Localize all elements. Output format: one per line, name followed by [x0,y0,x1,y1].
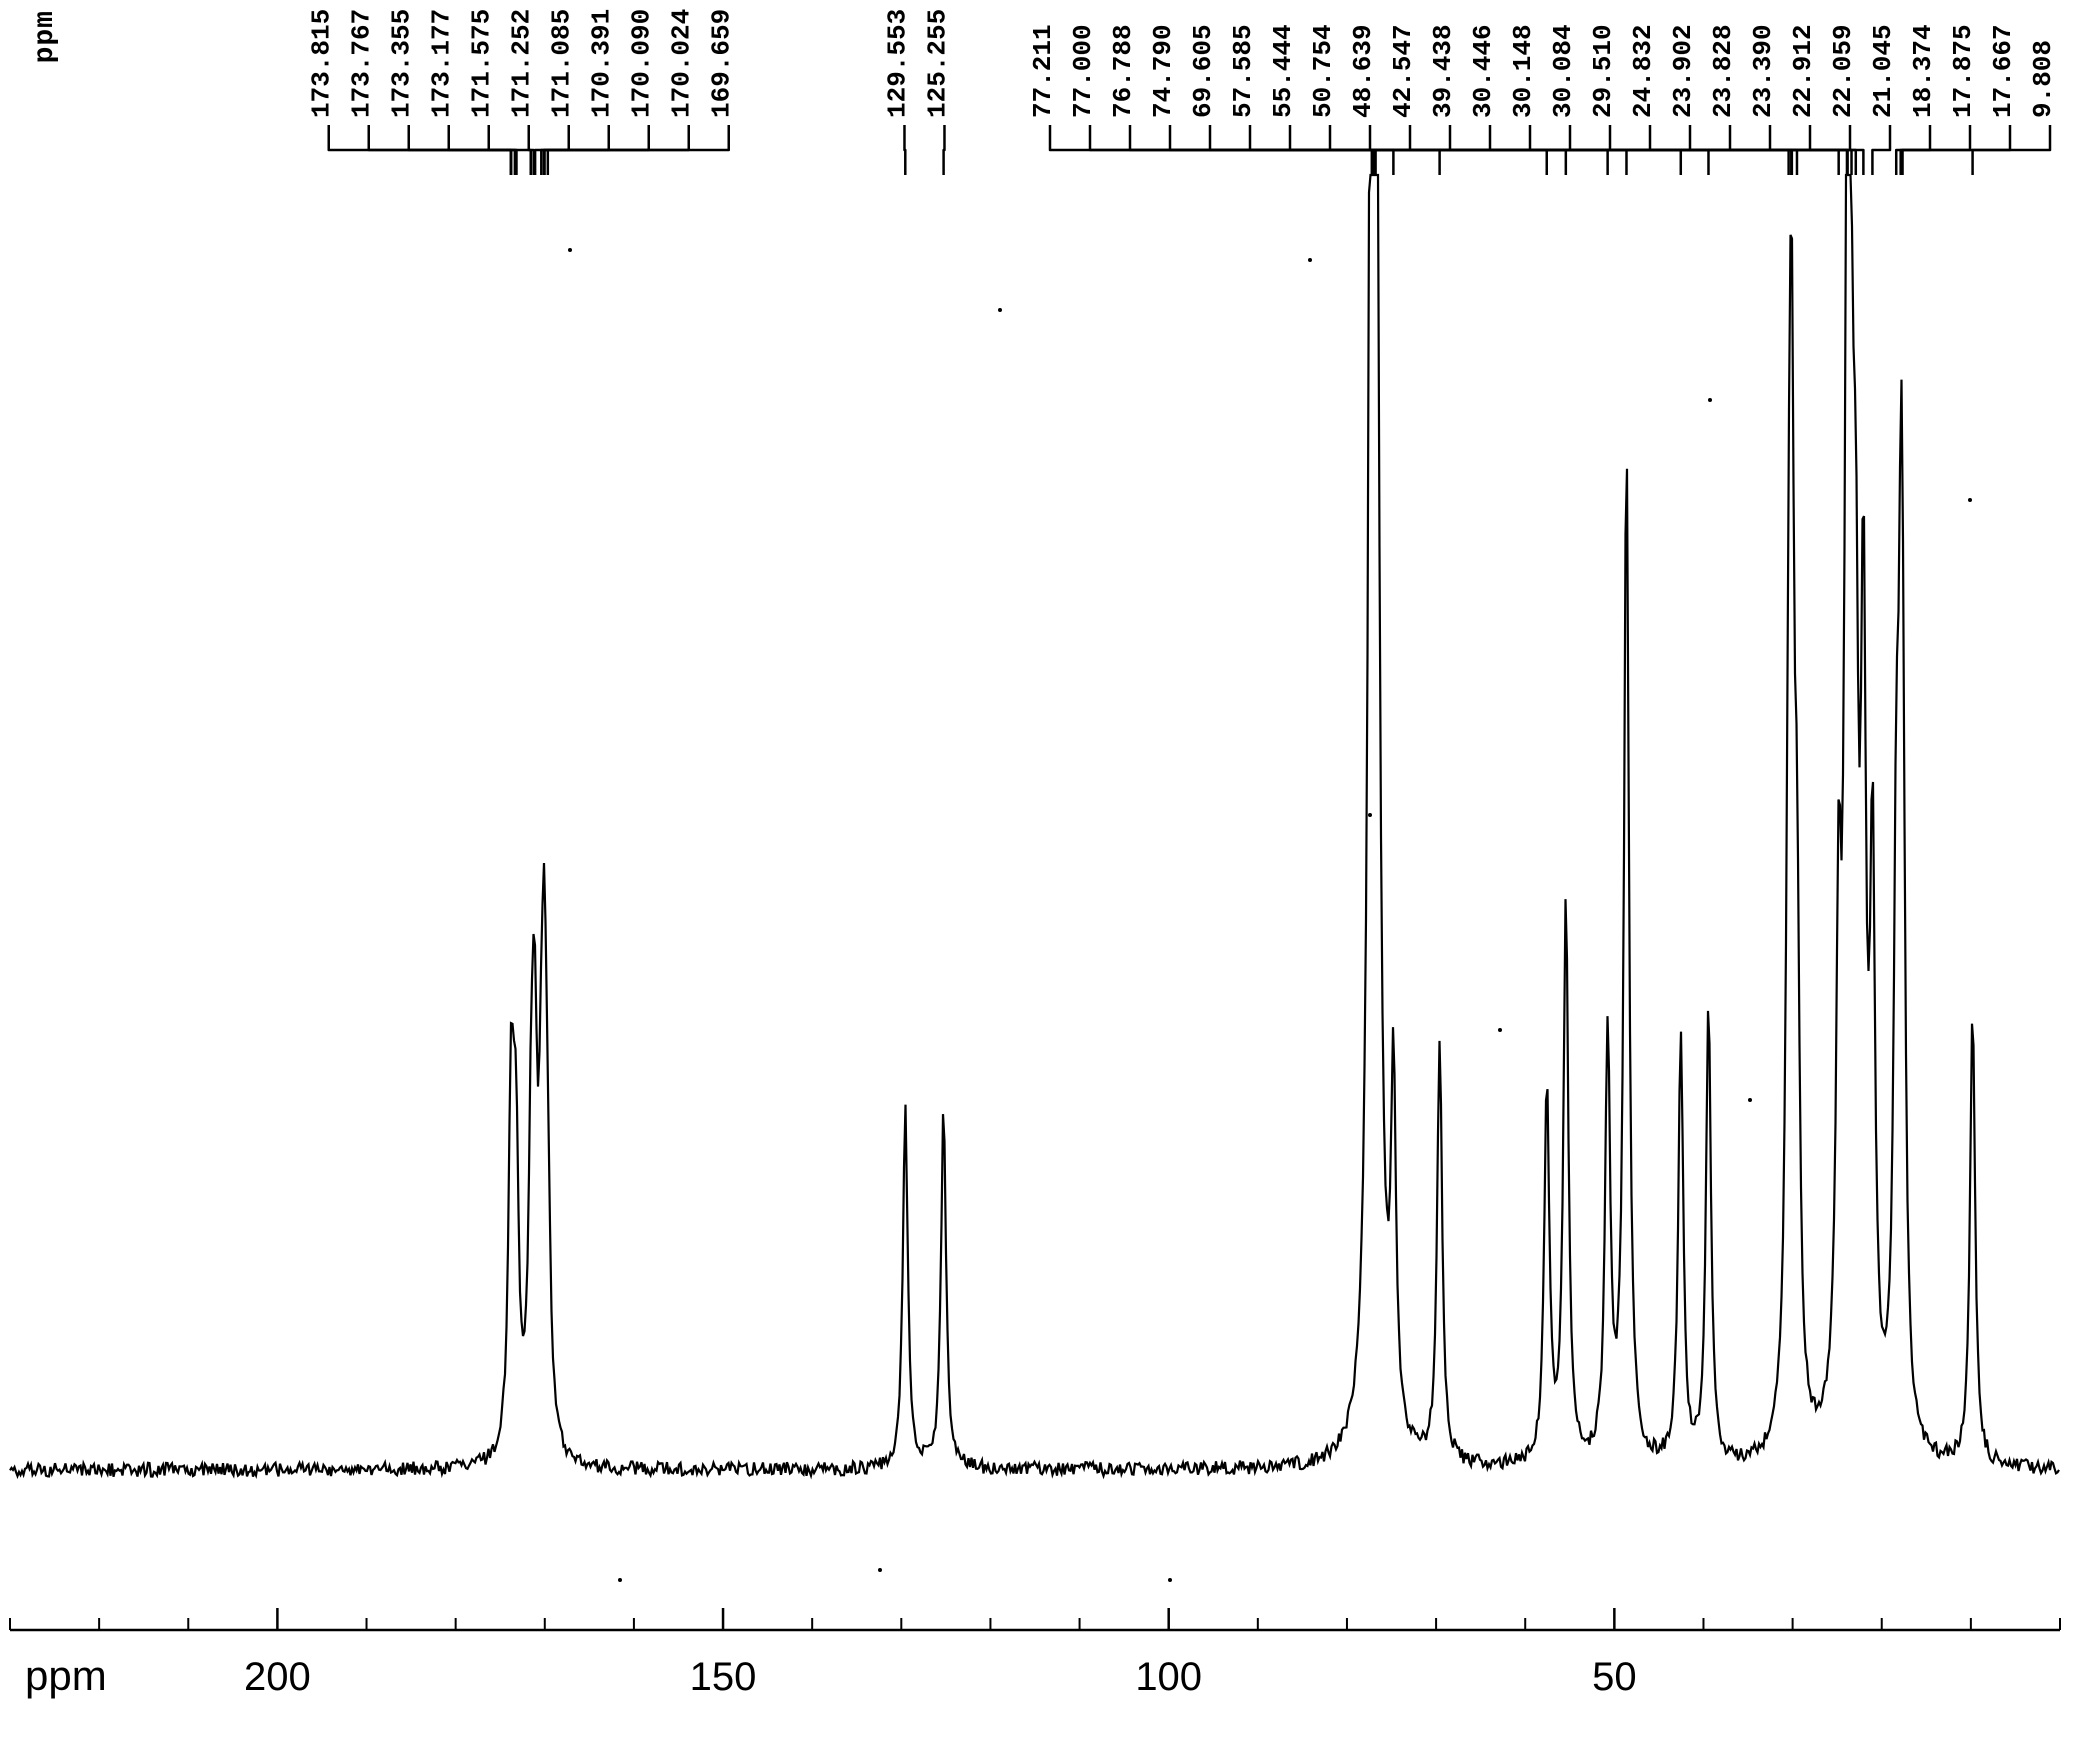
peak-ppm-label: 173.355 [387,9,417,118]
peak-ppm-label: 69.605 [1188,24,1218,118]
peak-ppm-label: 24.832 [1628,24,1658,118]
peak-ppm-label: 173.815 [307,9,337,118]
peak-ppm-label: 171.085 [547,9,577,118]
x-axis-unit: ppm [25,1652,107,1699]
artefact-dot [1368,813,1372,817]
peak-ppm-label: 173.177 [427,9,457,118]
peak-ppm-label: 18.374 [1908,24,1938,118]
peak-ppm-label: 29.510 [1588,24,1618,118]
peak-ppm-label: 125.255 [922,9,952,118]
peak-ppm-label: 170.090 [627,9,657,118]
peak-ppm-label: 173.767 [347,9,377,118]
peak-ppm-label: 171.575 [467,9,497,118]
peak-ppm-label: 171.252 [507,9,537,118]
peak-ppm-label: 17.875 [1948,24,1978,118]
artefact-dot [998,308,1002,312]
peak-ppm-label: 42.547 [1388,24,1418,118]
peak-ppm-label: 22.912 [1788,24,1818,118]
spectrum-svg: 173.815 173.767 173.355 173.177 171.575 171.2… [0,0,2074,1757]
peak-label-bracket [944,125,945,175]
peak-ppm-label: 170.391 [587,9,617,118]
x-tick-label: 100 [1135,1655,1202,1699]
artefact-dot [878,1568,882,1572]
artefact-dot [1748,1098,1752,1102]
peak-ppm-label: 55.444 [1268,24,1298,118]
artefact-dot [568,248,572,252]
peak-ppm-label: 76.788 [1108,24,1138,118]
artefact-dot [618,1578,622,1582]
peak-label-bracket [1872,125,1890,175]
x-tick-label: 150 [690,1655,757,1699]
peak-ppm-label: 170.024 [667,9,697,118]
peak-ppm-label: 169.659 [707,9,737,118]
peak-ppm-label: 77.211 [1028,24,1058,118]
peak-ppm-label: 77.000 [1068,24,1098,118]
peak-ppm-label: 57.585 [1228,24,1258,118]
peak-ppm-label: 129.553 [882,9,912,118]
peak-ppm-label: 23.828 [1708,24,1738,118]
x-tick-label: 200 [244,1655,311,1699]
peak-ppm-label: 9.808 [2028,40,2058,118]
peak-ppm-label: 23.390 [1748,24,1778,118]
y-axis-label: ppm [30,10,61,63]
peak-ppm-label: 21.045 [1868,24,1898,118]
peak-ppm-label: 48.639 [1348,24,1378,118]
peak-ppm-label: 74.790 [1148,24,1178,118]
peak-ppm-label: 50.754 [1308,24,1338,118]
artefact-dot [1308,258,1312,262]
nmr-spectrum-figure: ppm 173.815173.767173.355173.177171.5751… [0,0,2074,1757]
peak-ppm-label: 17.667 [1988,24,2018,118]
peak-label-bracket [904,125,905,175]
spectrum-trace [10,175,2059,1477]
peak-label-bracket [1973,125,2050,175]
peak-ppm-label: 23.902 [1668,24,1698,118]
artefact-dot [1168,1578,1172,1582]
peak-ppm-label: 30.148 [1508,24,1538,118]
x-tick-label: 50 [1592,1655,1637,1699]
artefact-dot [1968,498,1972,502]
peak-ppm-label: 30.084 [1548,24,1578,118]
peak-label-bracket [548,125,729,175]
peak-ppm-label: 22.059 [1828,24,1858,118]
peak-ppm-label: 30.446 [1468,24,1498,118]
peak-ppm-label: 39.438 [1428,24,1458,118]
artefact-dot [1498,1028,1502,1032]
artefact-dot [1708,398,1712,402]
